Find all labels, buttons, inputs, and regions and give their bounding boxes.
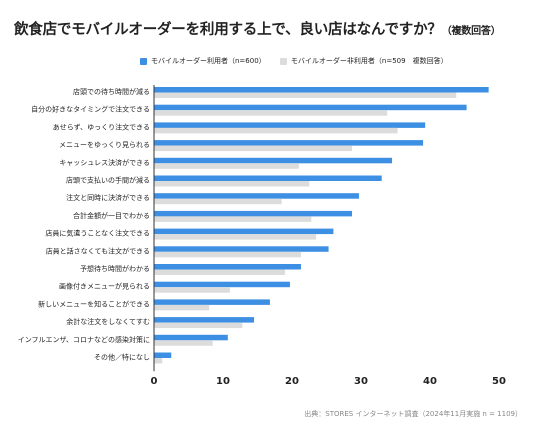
legend-label-non-users: モバイルオーダー非利用者（n=509 複数回答）	[290, 57, 448, 65]
source-note: 出典：STORES インターネット調査（2024年11月実施 n = 1109）	[304, 410, 522, 418]
category-label: 店頭での待ち時間が減る	[73, 87, 150, 96]
bar-users	[154, 317, 255, 323]
category-label: その他／特になし	[94, 353, 150, 362]
bar-non-users	[154, 358, 163, 364]
category-label: 予想待ち時間がわかる	[80, 264, 150, 273]
bar-users	[154, 281, 290, 288]
category-label: 自分の好きなタイミングで注文できる	[31, 105, 150, 114]
x-tick-label: 10	[216, 376, 230, 387]
bar-non-users	[154, 269, 286, 275]
bar-users	[154, 193, 359, 199]
bar-non-users	[154, 216, 312, 222]
bar-non-users	[154, 287, 230, 293]
chart-title: 飲食店でモバイルオーダーを利用する上で、良い店はなんですか？（複数回答）	[14, 18, 501, 39]
bar-non-users	[154, 198, 282, 205]
bar-users	[154, 228, 334, 235]
category-label: キャッシュレス決済ができる	[59, 158, 150, 167]
x-tick-label: 0	[151, 376, 158, 387]
category-label: 注文と同時に決済ができる	[66, 193, 150, 202]
bar-non-users	[154, 110, 388, 116]
category-label: 余計な注文をしなくてすむ	[66, 317, 150, 326]
x-tick-label: 30	[354, 376, 368, 387]
bar-users	[154, 122, 426, 128]
category-label: 店員と話さなくても注文ができる	[46, 246, 150, 255]
bar-non-users	[154, 127, 398, 134]
category-label: 店員に気遣うことなく注文できる	[45, 229, 150, 238]
bar-non-users	[154, 181, 310, 187]
category-label: 店頭で支払いの手間が減る	[66, 176, 150, 185]
chart-subtitle: （複数回答）	[441, 26, 501, 37]
legend: モバイルオーダー利用者（n=600） モバイルオーダー非利用者（n=509 複数…	[140, 56, 460, 67]
category-label: インフルエンザ、コロナなどの感染対策に	[18, 335, 150, 344]
x-tick-label: 20	[285, 376, 299, 387]
bar-users	[154, 210, 353, 217]
bar-users	[154, 87, 489, 93]
x-tick-label: 50	[492, 376, 506, 387]
legend-item-non-users: モバイルオーダー非利用者（n=509 複数回答）	[279, 56, 448, 66]
bar-non-users	[154, 163, 299, 169]
bar-users	[154, 352, 172, 358]
bar-users	[154, 264, 301, 270]
bar-users	[154, 157, 393, 164]
bar-users	[154, 246, 329, 252]
chart-title-text: 飲食店でモバイルオーダーを利用する上で、良い店はなんですか？	[14, 22, 442, 38]
category-label: 新しいメニューを知ることができる	[38, 299, 150, 308]
x-tick-label: 40	[423, 376, 437, 387]
category-label: メニューをゆっくり見られる	[59, 141, 150, 149]
category-label: あせらず、ゆっくり注文できる	[53, 122, 150, 131]
legend-label-users: モバイルオーダー利用者（n=600）	[151, 57, 266, 65]
bar-users	[154, 299, 270, 305]
bar-non-users	[154, 340, 213, 346]
bar-users	[154, 104, 467, 111]
bar-non-users	[154, 304, 210, 311]
bar-users	[154, 140, 424, 146]
legend-swatch-users	[140, 57, 147, 65]
bar-non-users	[154, 234, 317, 240]
bar-non-users	[154, 92, 457, 98]
legend-item-users: モバイルオーダー利用者（n=600）	[140, 56, 266, 66]
bar-users	[154, 334, 228, 341]
legend-swatch-non-users	[279, 57, 287, 65]
bar-non-users	[154, 145, 353, 152]
bar-users	[154, 175, 382, 181]
bar-non-users	[154, 322, 243, 329]
category-label: 画像付きメニューが見られる	[59, 282, 150, 291]
category-label: 合計金額が一目でわかる	[73, 211, 150, 220]
bar-non-users	[154, 251, 301, 258]
